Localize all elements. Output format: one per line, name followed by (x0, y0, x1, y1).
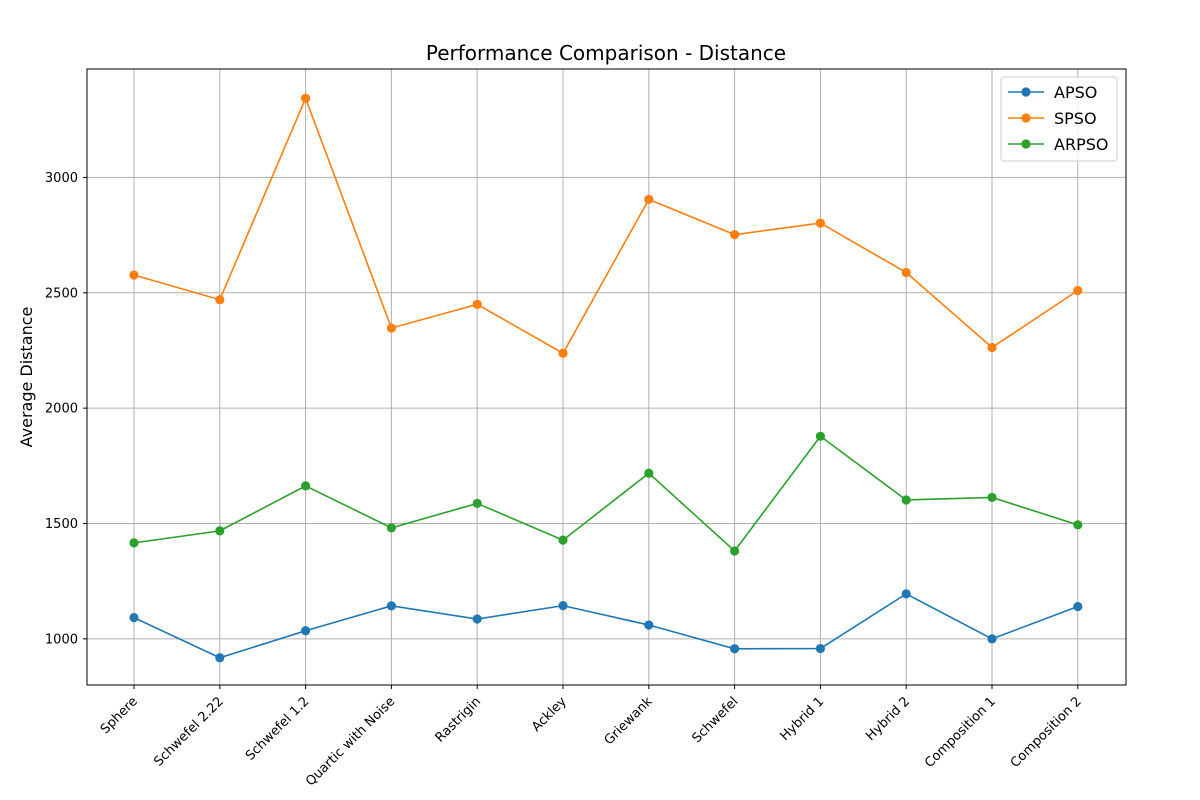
series-line-apso (133, 592, 1079, 659)
plot-area (86, 68, 1127, 686)
data-point-arpso (301, 481, 311, 491)
y-axis: 1000 1500 2000 2500 3000 (45, 171, 87, 647)
x-tick-label: Griewank (602, 694, 656, 748)
data-point-arpso (472, 498, 482, 509)
series-group (129, 93, 1083, 663)
data-point-spso (901, 267, 911, 278)
x-tick-label: Hybrid 2 (863, 694, 913, 744)
data-point-apso (730, 644, 740, 654)
data-point-arpso (730, 546, 740, 556)
data-point-spso (472, 299, 482, 309)
x-tick-label: Composition 1 (922, 694, 999, 771)
series-line-arpso (133, 435, 1079, 553)
data-point-apso (987, 634, 997, 644)
grid (87, 69, 1126, 685)
data-point-spso (129, 270, 139, 280)
x-tick-label: Sphere (98, 694, 141, 737)
x-tick-label: Schwefel 2.22 (151, 694, 226, 769)
legend-box (1000, 76, 1118, 162)
data-point-apso (1073, 601, 1083, 612)
x-tick-label: Composition 2 (1008, 694, 1085, 771)
legend-label-spso: SPSO (1054, 109, 1097, 128)
data-point-arpso (644, 468, 654, 478)
data-point-arpso (215, 526, 225, 536)
data-point-arpso (1073, 520, 1083, 530)
legend-marker-arpso (1021, 139, 1031, 149)
data-point-apso (558, 601, 568, 611)
x-tick-label: Rastrigin (433, 694, 484, 745)
data-point-apso (301, 626, 311, 636)
data-point-spso (215, 295, 225, 305)
legend-label-apso: APSO (1054, 83, 1097, 102)
legend-marker-spso (1021, 113, 1031, 123)
data-point-spso (386, 323, 396, 333)
legend-marker-apso (1021, 87, 1031, 97)
data-point-spso (730, 230, 740, 240)
data-point-spso (301, 93, 311, 103)
data-point-spso (987, 342, 997, 353)
legend-label-arpso: ARPSO (1054, 135, 1108, 154)
data-point-arpso (129, 538, 139, 548)
series-line-spso (133, 96, 1079, 355)
x-tick-label: Hybrid 1 (777, 694, 827, 744)
data-point-arpso (987, 492, 997, 503)
y-tick-label: 2000 (45, 402, 78, 417)
y-tick-label: 1000 (45, 632, 78, 647)
data-point-arpso (558, 535, 568, 545)
data-point-apso (215, 653, 225, 663)
data-point-spso (815, 218, 826, 228)
legend: APSO SPSO ARPSO (1000, 76, 1118, 162)
y-tick-label: 1500 (45, 517, 78, 532)
data-point-spso (1073, 285, 1083, 296)
x-tick-label: Ackley (529, 694, 570, 735)
data-point-arpso (901, 495, 911, 505)
data-point-apso (386, 601, 396, 611)
x-tick-label: Schwefel (689, 694, 741, 746)
data-point-arpso (815, 431, 826, 441)
chart-title: Performance Comparison - Distance (426, 41, 786, 65)
x-tick-label: Quartic with Noise (303, 694, 398, 789)
data-point-apso (472, 614, 482, 624)
data-point-apso (901, 589, 911, 599)
y-tick-label: 3000 (45, 171, 78, 186)
y-axis-label: Average Distance (17, 307, 36, 448)
data-point-arpso (386, 523, 396, 533)
data-point-apso (815, 643, 826, 654)
data-point-spso (644, 194, 654, 204)
y-tick-label: 2500 (45, 286, 78, 301)
data-point-apso (644, 620, 654, 630)
x-tick-label: Schwefel 1.2 (243, 694, 312, 763)
data-point-apso (129, 613, 139, 623)
data-point-spso (558, 348, 568, 358)
